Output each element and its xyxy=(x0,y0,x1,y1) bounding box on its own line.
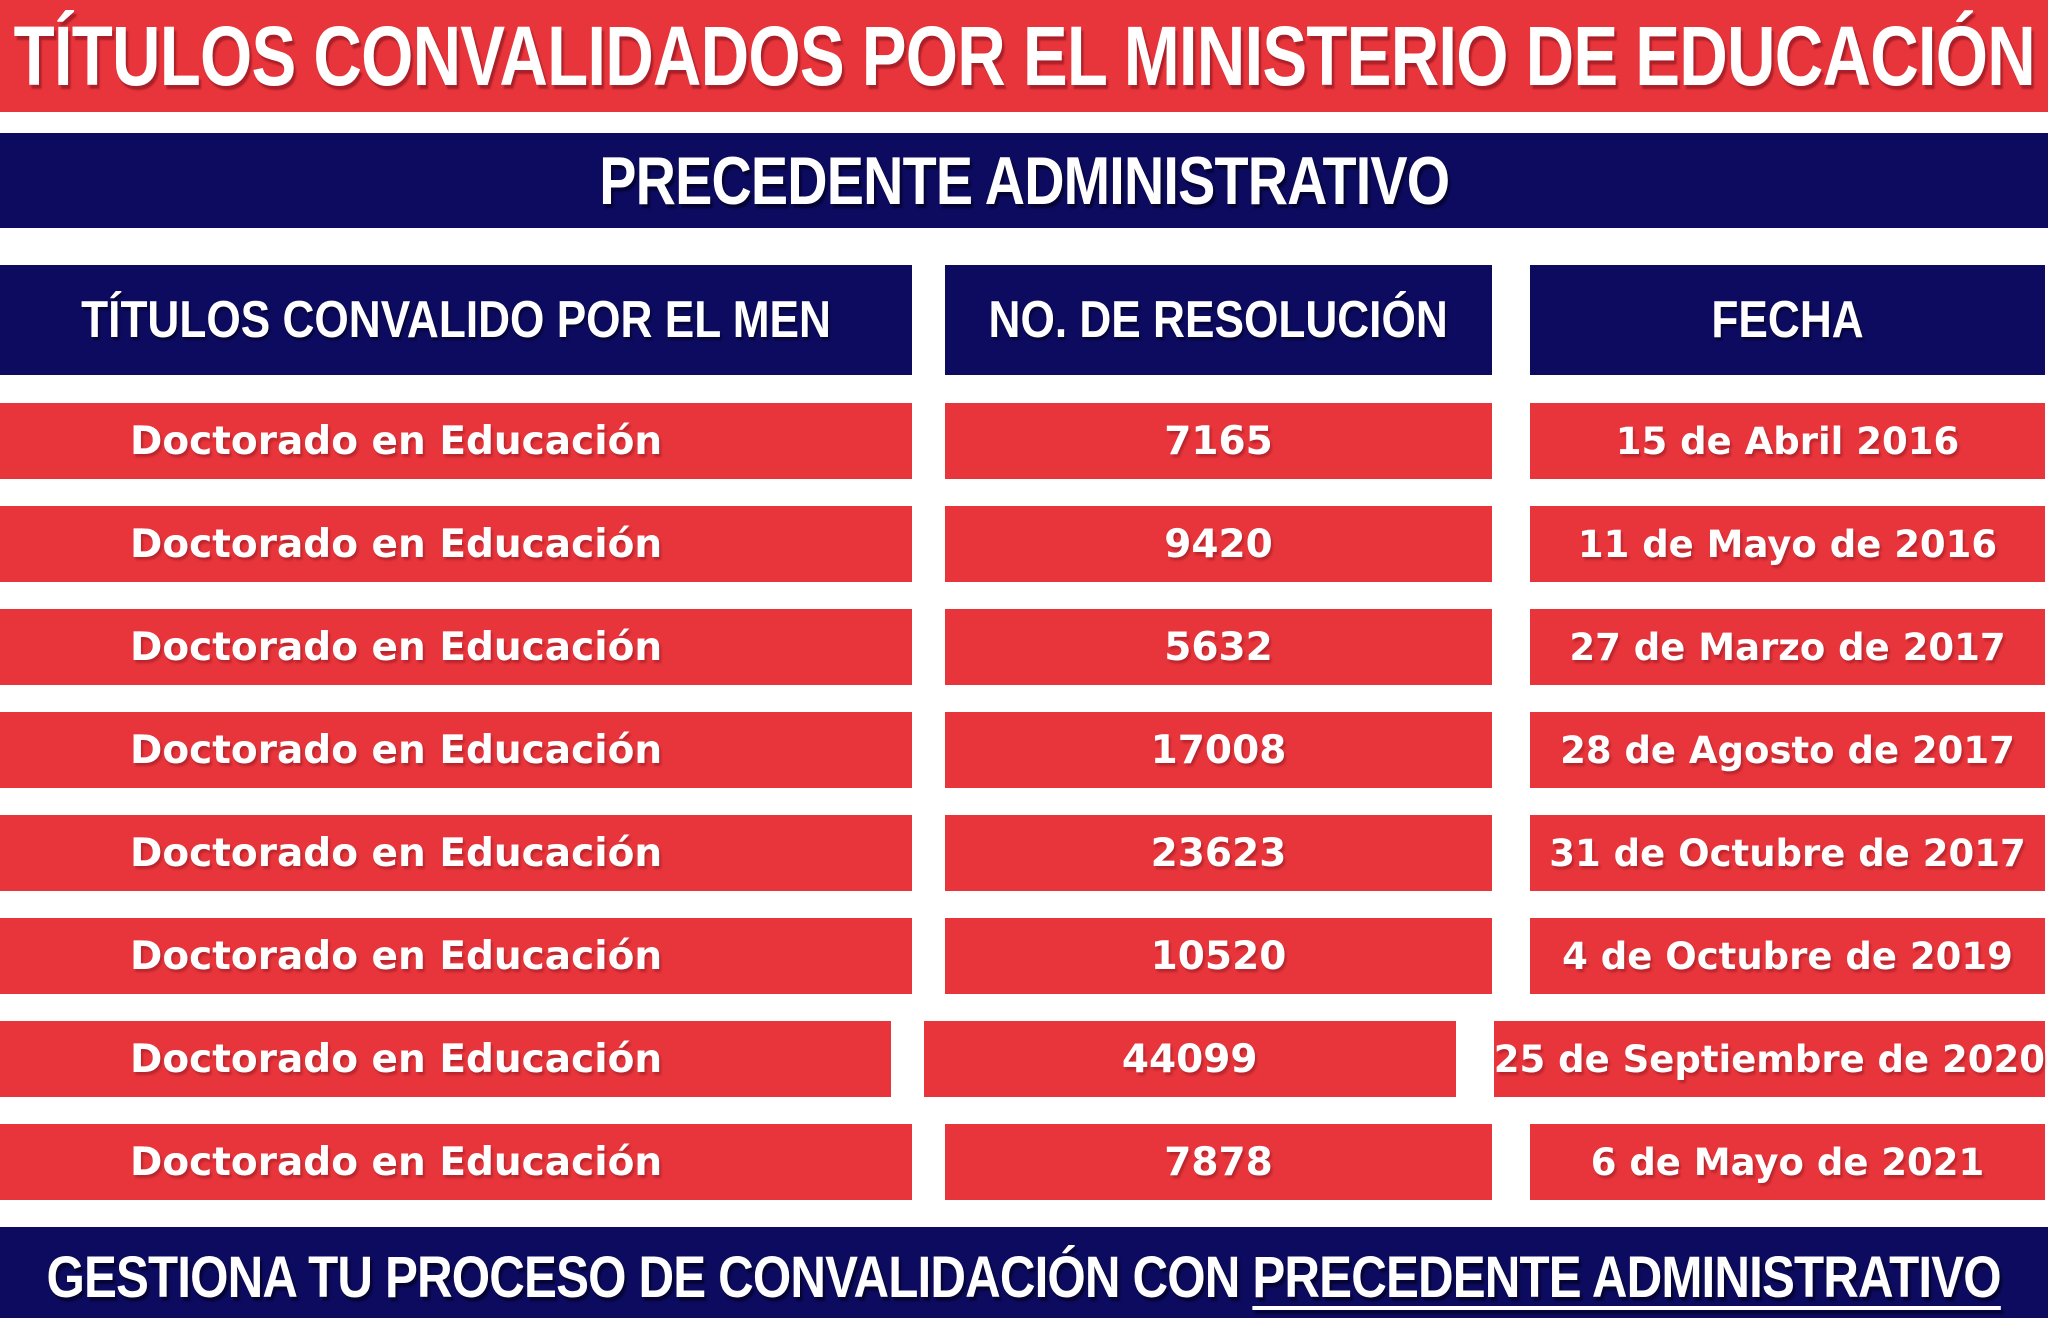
cell-fecha: 6 de Mayo de 2021 xyxy=(1530,1124,2045,1200)
cell-fecha: 28 de Agosto de 2017 xyxy=(1530,712,2045,788)
cell-titulo: Doctorado en Educación xyxy=(0,1124,912,1200)
cell-fecha: 25 de Septiembre de 2020 xyxy=(1493,1021,2045,1097)
cell-resolucion: 17008 xyxy=(945,712,1492,788)
cell-titulo: Doctorado en Educación xyxy=(0,609,912,685)
table-row: Doctorado en Educación 44099 25 de Septi… xyxy=(0,1021,2048,1097)
cell-titulo: Doctorado en Educación xyxy=(0,918,912,994)
cell-fecha: 4 de Octubre de 2019 xyxy=(1530,918,2045,994)
subtitle-band: PRECEDENTE ADMINISTRATIVO xyxy=(0,133,2048,228)
cell-resolucion: 5632 xyxy=(945,609,1492,685)
cell-titulo: Doctorado en Educación xyxy=(0,506,912,582)
cell-titulo: Doctorado en Educación xyxy=(0,1021,891,1097)
table-header-row: TÍTULOS CONVALIDO POR EL MEN NO. DE RESO… xyxy=(0,265,2048,375)
page-title: TÍTULOS CONVALIDADOS POR EL MINISTERIO D… xyxy=(13,8,2035,103)
cell-resolucion: 7165 xyxy=(945,403,1492,479)
column-header-fecha: FECHA xyxy=(1530,265,2045,375)
cell-titulo: Doctorado en Educación xyxy=(0,712,912,788)
cell-resolucion: 44099 xyxy=(923,1021,1456,1097)
cell-titulo: Doctorado en Educación xyxy=(0,815,912,891)
column-header-titulos-label: TÍTULOS CONVALIDO POR EL MEN xyxy=(81,291,831,349)
cell-resolucion: 7878 xyxy=(945,1124,1492,1200)
footer-band: GESTIONA TU PROCESO DE CONVALIDACIÓN CON… xyxy=(0,1227,2048,1318)
column-header-fecha-label: FECHA xyxy=(1711,291,1864,349)
cell-fecha: 31 de Octubre de 2017 xyxy=(1530,815,2045,891)
cell-fecha: 11 de Mayo de 2016 xyxy=(1530,506,2045,582)
page-subtitle: PRECEDENTE ADMINISTRATIVO xyxy=(598,142,1450,219)
table-row: Doctorado en Educación 10520 4 de Octubr… xyxy=(0,918,2048,994)
table-row: Doctorado en Educación 17008 28 de Agost… xyxy=(0,712,2048,788)
cell-resolucion: 23623 xyxy=(945,815,1492,891)
title-band: TÍTULOS CONVALIDADOS POR EL MINISTERIO D… xyxy=(0,0,2048,112)
column-header-resolucion-label: NO. DE RESOLUCIÓN xyxy=(988,291,1449,349)
table-row: Doctorado en Educación 7165 15 de Abril … xyxy=(0,403,2048,479)
cell-fecha: 27 de Marzo de 2017 xyxy=(1530,609,2045,685)
footer-text: GESTIONA TU PROCESO DE CONVALIDACIÓN CON… xyxy=(46,1244,2002,1311)
table-row: Doctorado en Educación 5632 27 de Marzo … xyxy=(0,609,2048,685)
table-rows: Doctorado en Educación 7165 15 de Abril … xyxy=(0,403,2048,1200)
table-row: Doctorado en Educación 9420 11 de Mayo d… xyxy=(0,506,2048,582)
footer-underlined-text: PRECEDENTE ADMINISTRATIVO xyxy=(1252,1245,2002,1310)
table-row: Doctorado en Educación 23623 31 de Octub… xyxy=(0,815,2048,891)
column-header-resolucion: NO. DE RESOLUCIÓN xyxy=(945,265,1492,375)
footer-text-prefix: GESTIONA TU PROCESO DE CONVALIDACIÓN CON xyxy=(46,1245,1253,1310)
table-row: Doctorado en Educación 7878 6 de Mayo de… xyxy=(0,1124,2048,1200)
cell-fecha: 15 de Abril 2016 xyxy=(1530,403,2045,479)
cell-resolucion: 10520 xyxy=(945,918,1492,994)
cell-resolucion: 9420 xyxy=(945,506,1492,582)
cell-titulo: Doctorado en Educación xyxy=(0,403,912,479)
column-header-titulos: TÍTULOS CONVALIDO POR EL MEN xyxy=(0,265,912,375)
